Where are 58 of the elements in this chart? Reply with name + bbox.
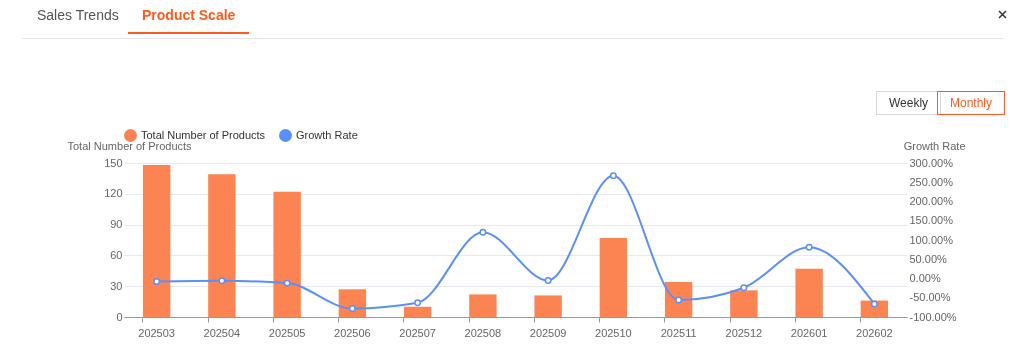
bar bbox=[273, 191, 301, 317]
y-axis-title: Total Number of Products bbox=[67, 139, 193, 152]
x-tick-label: 202505 bbox=[268, 326, 306, 339]
point bbox=[414, 299, 422, 307]
y2-tick-label: 200.00% bbox=[909, 195, 954, 207]
y-tick-label: 120 bbox=[104, 187, 123, 200]
bar bbox=[208, 174, 236, 317]
y2-axis-title: Growth Rate bbox=[903, 139, 966, 152]
x-tick-label: 202601 bbox=[790, 326, 828, 339]
y-tick-label: 0 bbox=[116, 310, 123, 323]
bar bbox=[469, 294, 497, 317]
x-tick-label: 202511 bbox=[660, 326, 697, 339]
y-tick-label: 30 bbox=[110, 279, 123, 292]
y-tick-label: 150 bbox=[104, 156, 123, 169]
point bbox=[740, 284, 748, 292]
x-tick-label: 202512 bbox=[725, 326, 763, 339]
y2-tick-label: 150.00% bbox=[909, 214, 954, 227]
bar bbox=[730, 290, 758, 317]
point bbox=[544, 276, 552, 284]
text: Product Scale bbox=[128, 7, 250, 34]
x-tick-label: 202504 bbox=[203, 326, 241, 339]
y2-tick-label: 0.00% bbox=[909, 272, 941, 284]
legend-label: Total Number of Products bbox=[141, 128, 266, 141]
point bbox=[348, 305, 356, 313]
y2-tick-label: 50.00% bbox=[909, 252, 948, 265]
x-tick-label: 202503 bbox=[138, 326, 175, 339]
y2-tick-label: 300.00% bbox=[909, 156, 954, 169]
y2-tick-label: -100.00% bbox=[909, 310, 957, 323]
bar bbox=[534, 295, 562, 317]
text: Monthly bbox=[937, 91, 1006, 115]
point bbox=[283, 279, 291, 287]
bar bbox=[142, 165, 171, 317]
point bbox=[609, 172, 617, 180]
point bbox=[870, 300, 878, 308]
point bbox=[218, 277, 226, 285]
bar bbox=[664, 282, 693, 317]
bar bbox=[599, 237, 628, 317]
point bbox=[805, 243, 813, 251]
text: Weekly bbox=[876, 91, 942, 115]
x-tick-label: 202507 bbox=[399, 326, 436, 339]
x-tick-label: 202510 bbox=[595, 326, 632, 339]
bar bbox=[403, 306, 432, 317]
y2-tick-label: 250.00% bbox=[909, 175, 954, 188]
point bbox=[479, 228, 487, 236]
x-tick-label: 202506 bbox=[334, 326, 371, 339]
point bbox=[153, 278, 161, 286]
y2-tick-label: 100.00% bbox=[909, 233, 954, 246]
text: Sales Trends bbox=[37, 7, 119, 23]
point bbox=[675, 296, 683, 304]
y2-tick-label: -50.00% bbox=[909, 291, 951, 304]
y-tick-label: 60 bbox=[110, 248, 123, 261]
bar bbox=[860, 300, 889, 317]
y-tick-label: 90 bbox=[110, 218, 123, 231]
x-tick-label: 202508 bbox=[464, 326, 502, 339]
x-tick-label: 202602 bbox=[856, 326, 893, 339]
bar bbox=[795, 268, 823, 317]
legend-label: Growth Rate bbox=[296, 128, 358, 141]
x-tick-label: 202509 bbox=[529, 326, 567, 339]
